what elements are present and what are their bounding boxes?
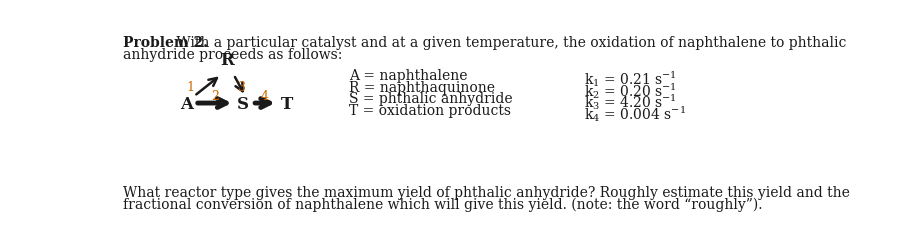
Text: A: A: [179, 95, 193, 112]
Text: anhydride proceeds as follows:: anhydride proceeds as follows:: [123, 48, 342, 62]
Text: $\mathregular{k_1}$ = 0.21 s$\mathregular{^{-1}}$: $\mathregular{k_1}$ = 0.21 s$\mathregula…: [584, 69, 676, 89]
Text: 4: 4: [261, 90, 269, 102]
Text: $\mathregular{k_4}$ = 0.004 s$\mathregular{^{-1}}$: $\mathregular{k_4}$ = 0.004 s$\mathregul…: [584, 104, 686, 123]
Text: $\mathregular{k_3}$ = 4.20 s$\mathregular{^{-1}}$: $\mathregular{k_3}$ = 4.20 s$\mathregula…: [584, 92, 676, 112]
Text: R = naphthaquinone: R = naphthaquinone: [349, 80, 495, 94]
Text: With a particular catalyst and at a given temperature, the oxidation of naphthal: With a particular catalyst and at a give…: [171, 36, 846, 50]
Text: R: R: [221, 52, 235, 68]
Text: $\mathregular{k_2}$ = 0.20 s$\mathregular{^{-1}}$: $\mathregular{k_2}$ = 0.20 s$\mathregula…: [584, 80, 676, 100]
Text: 3: 3: [238, 80, 246, 93]
Text: S: S: [237, 95, 249, 112]
Text: 1: 1: [186, 80, 194, 93]
Text: Problem 2.: Problem 2.: [123, 36, 207, 50]
Text: 2: 2: [211, 90, 218, 102]
Text: Problem 2. With a particular catalyst and at a given temperature, the oxidation : Problem 2. With a particular catalyst an…: [123, 36, 874, 50]
Text: What reactor type gives the maximum yield of phthalic anhydride? Roughly estimat: What reactor type gives the maximum yiel…: [123, 186, 850, 200]
Text: S = phthalic anhydride: S = phthalic anhydride: [349, 92, 512, 106]
Text: T = oxidation products: T = oxidation products: [349, 104, 511, 118]
Text: fractional conversion of naphthalene which will give this yield. (note: the word: fractional conversion of naphthalene whi…: [123, 197, 762, 212]
Text: A = naphthalene: A = naphthalene: [349, 69, 467, 83]
Text: T: T: [281, 95, 293, 112]
